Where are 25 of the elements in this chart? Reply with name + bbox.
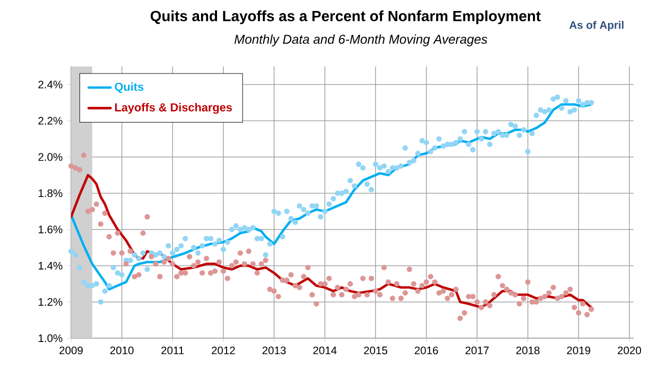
x-tick-label: 2009 bbox=[60, 346, 83, 354]
x-tick-label: 2017 bbox=[466, 346, 489, 354]
chart-subtitle: Monthly Data and 6-Month Moving Averages bbox=[234, 34, 488, 46]
y-tick-label: 2.0% bbox=[38, 153, 62, 161]
y-tick-label: 2.2% bbox=[38, 116, 62, 124]
x-tick-label: 2019 bbox=[567, 346, 590, 354]
y-tick-label: 1.8% bbox=[38, 189, 62, 197]
x-tick-label: 2011 bbox=[161, 346, 184, 354]
y-tick-label: 1.0% bbox=[38, 334, 62, 342]
chart-title: Quits and Layoffs as a Percent of Nonfarm Employment bbox=[150, 10, 541, 24]
text: As of April bbox=[569, 20, 624, 31]
x-tick-label: 2012 bbox=[212, 346, 235, 354]
y-tick-label: 1.2% bbox=[38, 298, 62, 306]
y-tick-label: 1.6% bbox=[38, 226, 62, 234]
x-tick-label: 2015 bbox=[364, 346, 388, 354]
y-tick-label: 1.4% bbox=[38, 262, 62, 270]
x-tick-label: 2016 bbox=[414, 346, 438, 354]
x-tick-label: 2018 bbox=[516, 346, 540, 354]
legend-label: Quits bbox=[114, 82, 144, 93]
x-tick-label: 2014 bbox=[313, 346, 337, 354]
x-tick-label: 2020 bbox=[618, 346, 642, 354]
legend-label: Layoffs & Discharges bbox=[115, 102, 232, 114]
x-tick-label: 2013 bbox=[262, 346, 286, 354]
x-tick-label: 2010 bbox=[110, 346, 134, 354]
y-tick-label: 2.4% bbox=[38, 80, 62, 88]
